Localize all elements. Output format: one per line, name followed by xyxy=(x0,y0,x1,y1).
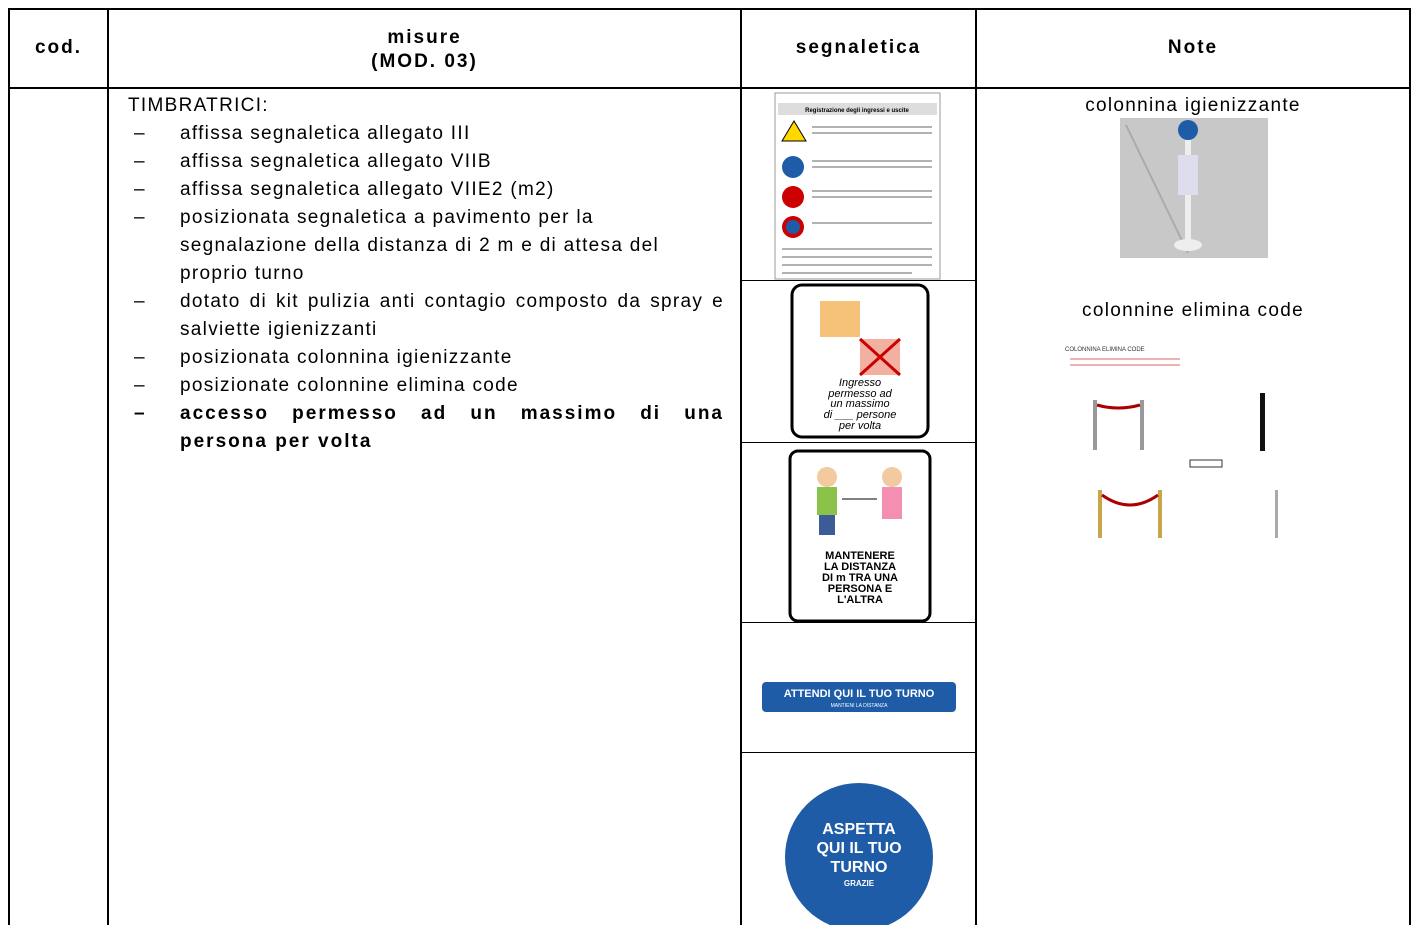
sign-text: un massimo xyxy=(830,398,889,410)
rule xyxy=(740,752,976,753)
note-text: colonnine elimina code xyxy=(1082,300,1304,321)
header-cell: segnaletica xyxy=(795,37,922,58)
sign-text: DI m TRA UNA xyxy=(822,572,898,584)
sign-text: LA DISTANZA xyxy=(824,561,896,573)
list-item: accesso permesso ad un massimo di una pe… xyxy=(128,400,724,456)
rule xyxy=(107,8,109,925)
sign-text: ASPETTA xyxy=(822,821,896,838)
note-images: COLONNINA ELIMINA CODE xyxy=(1065,118,1278,538)
sign-text: MANTENERE xyxy=(825,550,895,562)
list-item: posizionata colonnina igienizzante xyxy=(128,344,724,372)
list: affissa segnaletica allegato III affissa… xyxy=(128,120,724,456)
sign-text: permesso ad xyxy=(827,388,892,400)
sign-text: L'ALTRA xyxy=(837,594,883,606)
rule xyxy=(740,280,976,281)
sign-text: ATTENDI QUI IL TUO TURNO xyxy=(784,688,935,700)
header-cell: Note xyxy=(1167,37,1219,58)
list-item: affissa segnaletica allegato III xyxy=(128,120,724,148)
rule xyxy=(8,8,10,925)
sign-text: per volta xyxy=(838,420,881,432)
sign-text: di ___ persone xyxy=(824,409,897,421)
image-text: COLONNINA ELIMINA CODE xyxy=(1065,347,1145,353)
misure-cell: TIMBRATRICI: affissa segnaletica allegat… xyxy=(128,92,724,456)
rule xyxy=(1409,8,1411,925)
list-item: dotato di kit pulizia anti contagio comp… xyxy=(128,288,724,344)
header-text: (MOD. 03) xyxy=(371,51,478,72)
sign-ingresso: Ingresso permesso ad un massimo di ___ p… xyxy=(790,283,930,439)
heading: TIMBRATRICI: xyxy=(128,95,269,116)
rule xyxy=(740,442,976,443)
sign-text: QUI IL TUO xyxy=(816,840,901,857)
note-text: colonnina igienizzante xyxy=(1085,95,1301,116)
rule xyxy=(8,8,1411,10)
sign-aspetta: ASPETTA QUI IL TUO TURNO GRAZIE xyxy=(785,783,933,925)
rule xyxy=(975,8,977,925)
sign-text: MANTIENI LA DISTANZA xyxy=(831,703,889,709)
rule xyxy=(740,8,742,925)
list-item: affissa segnaletica allegato VIIE2 (m2) xyxy=(128,176,724,204)
list-item: affissa segnaletica allegato VIIB xyxy=(128,148,724,176)
header-cell: misure (MOD. 03) xyxy=(109,26,740,74)
header-cell: cod. xyxy=(34,37,83,58)
sign-distanza: MANTENERE LA DISTANZA DI m TRA UNA PERSO… xyxy=(788,449,932,623)
list-item: posizionate colonnine elimina code xyxy=(128,372,724,400)
sign-attendi: ATTENDI QUI IL TUO TURNO MANTIENI LA DIS… xyxy=(762,682,956,712)
rule xyxy=(8,87,1411,89)
sign-text: Registrazione degli ingressi e uscite xyxy=(805,108,909,114)
signs: Registrazione degli ingressi e uscite In… xyxy=(762,92,956,925)
sign-text: TURNO xyxy=(831,859,888,876)
sign-text: Ingresso xyxy=(839,377,881,389)
header-text: misure xyxy=(387,27,462,48)
sign-registro: Registrazione degli ingressi e uscite xyxy=(774,92,941,280)
sign-text: GRAZIE xyxy=(844,879,875,888)
list-item: posizionata segnaletica a pavimento per … xyxy=(128,204,724,288)
sign-text: PERSONA E xyxy=(828,583,892,595)
